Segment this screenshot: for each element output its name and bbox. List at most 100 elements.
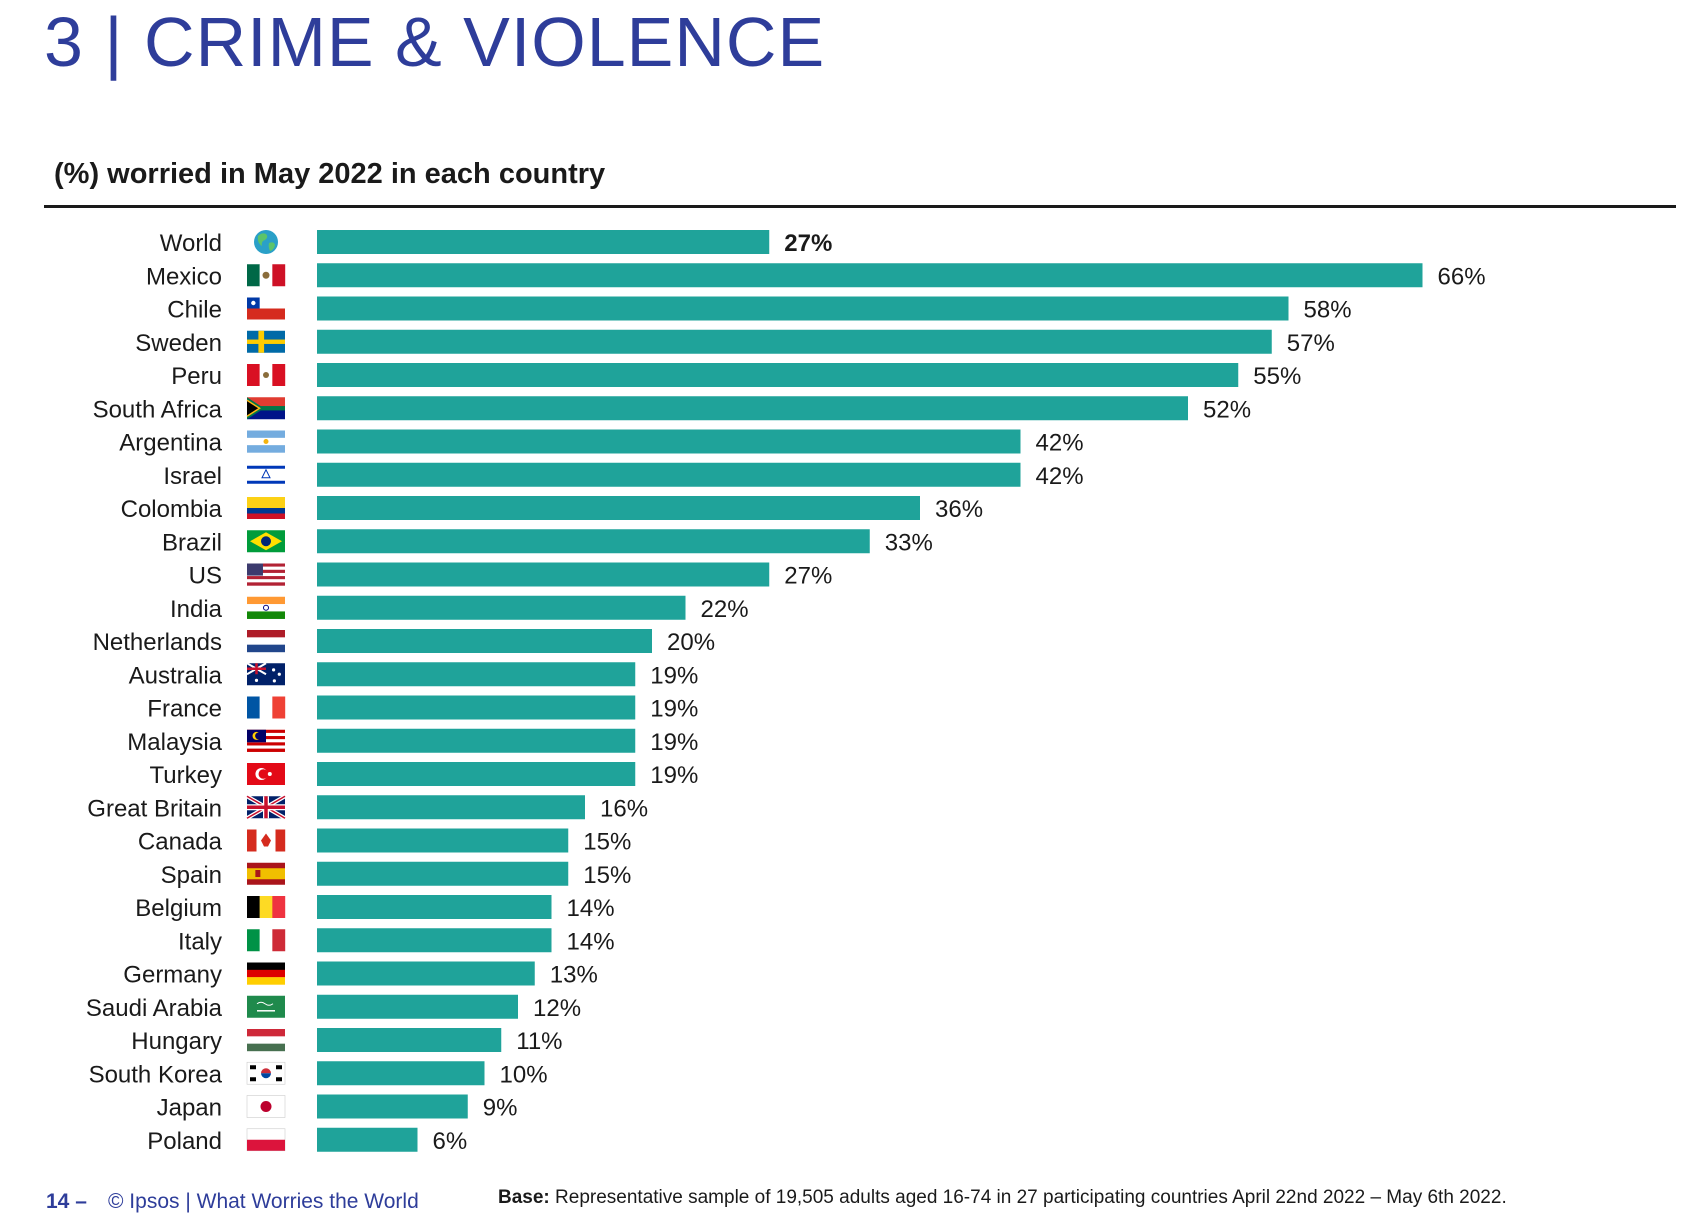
bar-colombia	[317, 496, 920, 520]
value-label-mexico: 66%	[1438, 263, 1486, 290]
bar-spain	[317, 861, 569, 886]
bar-sweden	[317, 329, 1272, 354]
spain-flag-icon	[247, 862, 285, 885]
category-label-poland: Poland	[147, 1128, 222, 1155]
bar-brazil	[317, 529, 870, 554]
category-label-argentina: Argentina	[119, 430, 222, 457]
category-label-saudi-arabia: Saudi Arabia	[86, 995, 223, 1022]
category-label-south-korea: South Korea	[89, 1061, 223, 1088]
bar-great-britain	[317, 795, 585, 820]
category-label-us: US	[189, 563, 222, 590]
belgium-flag-icon	[247, 896, 286, 918]
category-label-germany: Germany	[123, 962, 222, 989]
turkey-flag-icon	[247, 763, 285, 785]
base-note-label: Base:	[498, 1187, 550, 1208]
category-label-france: France	[147, 696, 222, 723]
value-label-south-korea: 10%	[500, 1061, 548, 1088]
value-label-netherlands: 20%	[667, 629, 715, 656]
category-label-japan: Japan	[157, 1095, 222, 1122]
brazil-flag-icon	[247, 530, 285, 553]
category-label-world: World	[160, 230, 222, 257]
value-label-peru: 55%	[1253, 363, 1301, 390]
bar-netherlands	[317, 629, 652, 653]
category-label-spain: Spain	[161, 862, 222, 889]
category-label-netherlands: Netherlands	[93, 629, 222, 656]
category-label-sweden: Sweden	[135, 330, 222, 357]
category-label-belgium: Belgium	[135, 895, 222, 922]
south-korea-flag-icon	[246, 1061, 286, 1085]
bar-mexico	[317, 263, 1423, 288]
category-label-canada: Canada	[138, 829, 223, 856]
italy-flag-icon	[247, 929, 286, 952]
category-label-south-africa: South Africa	[93, 396, 223, 423]
bar-south-korea	[317, 1061, 485, 1086]
sweden-flag-icon	[247, 330, 285, 353]
great-britain-flag-icon	[245, 794, 287, 820]
value-label-france: 19%	[650, 696, 698, 723]
bar-chile	[317, 296, 1289, 321]
value-label-chile: 58%	[1304, 297, 1352, 324]
bar-canada	[317, 828, 569, 853]
value-label-argentina: 42%	[1036, 430, 1084, 457]
value-label-great-britain: 16%	[600, 795, 648, 822]
peru-flag-icon	[247, 364, 286, 386]
value-label-turkey: 19%	[650, 762, 698, 789]
category-label-great-britain: Great Britain	[87, 795, 222, 822]
india-flag-icon	[247, 596, 285, 619]
bar-argentina	[317, 429, 1021, 454]
category-label-mexico: Mexico	[146, 263, 222, 290]
category-label-israel: Israel	[163, 463, 222, 490]
bar-chart: World 27% Mexico 66% Chile 58% Sweden 57% Peru 55…	[86, 230, 1486, 1155]
bar-south-africa	[317, 396, 1188, 421]
value-label-israel: 42%	[1036, 463, 1084, 490]
value-label-belgium: 14%	[567, 895, 615, 922]
value-label-brazil: 33%	[885, 529, 933, 556]
value-label-germany: 13%	[550, 962, 598, 989]
saudi-arabia-flag-icon	[247, 995, 285, 1018]
japan-flag-icon	[246, 1095, 286, 1118]
australia-flag-icon	[246, 662, 285, 686]
argentina-flag-icon	[247, 430, 285, 453]
value-label-colombia: 36%	[935, 496, 983, 523]
germany-flag-icon	[247, 962, 285, 985]
category-label-india: India	[170, 596, 223, 623]
page-number: 14 –	[46, 1190, 87, 1213]
value-label-poland: 6%	[433, 1128, 468, 1155]
netherlands-flag-icon	[247, 630, 285, 653]
bar-belgium	[317, 895, 552, 919]
bar-hungary	[317, 1028, 502, 1052]
category-label-brazil: Brazil	[162, 529, 222, 556]
israel-flag-icon	[247, 463, 285, 486]
value-label-japan: 9%	[483, 1095, 518, 1122]
bar-france	[317, 695, 636, 720]
bar-india	[317, 595, 686, 620]
base-note-text: Representative sample of 19,505 adults a…	[549, 1187, 1507, 1208]
category-label-australia: Australia	[129, 662, 223, 689]
bar-world	[317, 230, 770, 254]
value-label-south-africa: 52%	[1203, 396, 1251, 423]
category-label-chile: Chile	[167, 297, 222, 324]
value-label-world: 27%	[784, 230, 832, 257]
category-label-turkey: Turkey	[150, 762, 222, 789]
bar-italy	[317, 928, 552, 953]
bar-israel	[317, 462, 1021, 487]
value-label-spain: 15%	[583, 862, 631, 889]
chile-flag-icon	[247, 297, 285, 320]
value-label-us: 27%	[784, 563, 832, 590]
us-flag-icon	[247, 563, 285, 586]
bar-turkey	[317, 762, 636, 786]
value-label-sweden: 57%	[1287, 330, 1335, 357]
category-label-hungary: Hungary	[131, 1028, 222, 1055]
value-label-hungary: 11%	[516, 1028, 562, 1055]
bar-japan	[317, 1094, 468, 1119]
bar-saudi-arabia	[317, 994, 518, 1019]
value-label-australia: 19%	[650, 662, 698, 689]
base-note: Base: Representative sample of 19,505 ad…	[498, 1187, 1507, 1209]
bar-peru	[317, 363, 1239, 387]
bar-germany	[317, 961, 535, 986]
poland-flag-icon	[246, 1128, 286, 1152]
chart-subtitle: (%) worried in May 2022 in each country	[54, 158, 606, 190]
category-label-italy: Italy	[178, 928, 222, 955]
value-label-italy: 14%	[567, 928, 615, 955]
page-title: 3 | CRIME & VIOLENCE	[44, 3, 826, 81]
